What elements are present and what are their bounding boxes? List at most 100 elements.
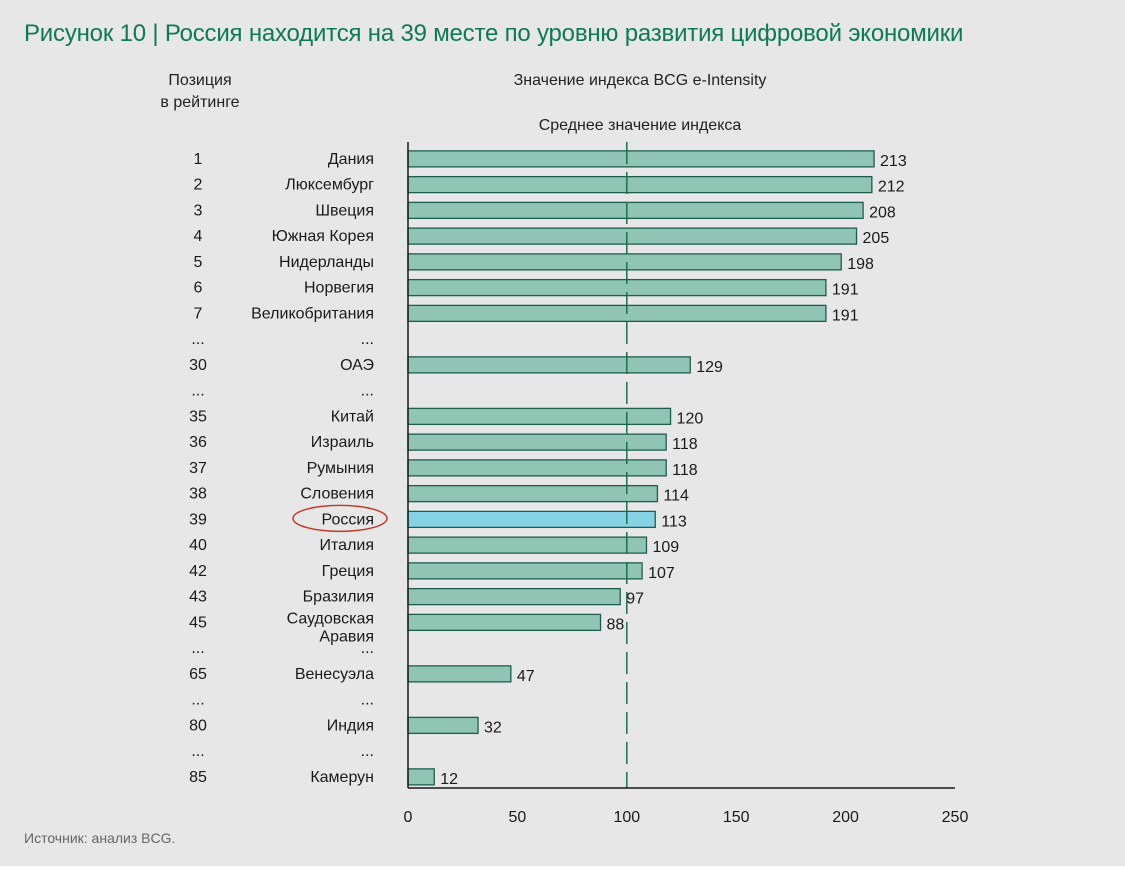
position-header-line-1: Позиция bbox=[168, 72, 232, 89]
bar bbox=[407, 562, 643, 580]
rank-label: 30 bbox=[189, 357, 207, 374]
value-label: 118 bbox=[672, 462, 698, 479]
rank-label: 36 bbox=[189, 434, 207, 451]
country-label: Италия bbox=[320, 537, 374, 554]
bar bbox=[407, 510, 656, 529]
country-label: ... bbox=[361, 331, 374, 348]
bar bbox=[407, 587, 621, 606]
bar bbox=[407, 253, 842, 271]
bar bbox=[407, 356, 691, 374]
country-label: ... bbox=[361, 743, 374, 760]
rank-label: 85 bbox=[189, 769, 207, 786]
rank-label: 38 bbox=[189, 486, 207, 503]
country-label: Люксембург bbox=[285, 177, 374, 194]
bar bbox=[407, 716, 479, 735]
value-label: 107 bbox=[648, 565, 675, 582]
rank-label: 39 bbox=[189, 511, 207, 528]
value-label: 12 bbox=[440, 771, 458, 788]
country-label: ОАЭ bbox=[340, 357, 374, 374]
x-tick-label: 0 bbox=[404, 809, 413, 826]
country-label: ... bbox=[361, 640, 374, 657]
bar bbox=[407, 150, 875, 168]
rank-label: 45 bbox=[189, 614, 207, 631]
rank-label: 4 bbox=[194, 228, 203, 245]
country-label: Греция bbox=[322, 563, 374, 580]
value-label: 88 bbox=[607, 616, 625, 633]
rank-label: 1 bbox=[194, 151, 203, 168]
rank-label: 2 bbox=[194, 177, 203, 194]
rank-label: 7 bbox=[194, 305, 203, 322]
rank-label: ... bbox=[191, 383, 204, 400]
value-label: 213 bbox=[880, 153, 907, 170]
x-tick-label: 250 bbox=[942, 809, 969, 826]
bar bbox=[407, 304, 827, 323]
average-label: Среднее значение индекса bbox=[538, 117, 742, 134]
country-label: Великобритания bbox=[251, 305, 374, 322]
country-label: Норвегия bbox=[304, 280, 374, 297]
country-label: Румыния bbox=[307, 460, 374, 477]
bar bbox=[407, 175, 873, 194]
bar bbox=[407, 665, 512, 683]
value-label: 212 bbox=[878, 179, 905, 196]
country-label: Бразилия bbox=[303, 589, 374, 606]
rank-label: 5 bbox=[194, 254, 203, 271]
country-label: Аравия bbox=[319, 628, 374, 645]
bar bbox=[407, 227, 858, 245]
value-label: 208 bbox=[869, 204, 896, 221]
position-header-line-2: в рейтинге bbox=[160, 94, 240, 111]
rank-label: 65 bbox=[189, 666, 207, 683]
value-label: 118 bbox=[672, 436, 698, 453]
bar bbox=[407, 201, 864, 220]
value-label: 32 bbox=[484, 719, 502, 736]
rank-label: ... bbox=[191, 743, 204, 760]
rank-label: 35 bbox=[189, 408, 207, 425]
country-label: Израиль bbox=[311, 434, 374, 451]
rank-label: 80 bbox=[189, 717, 207, 734]
value-label: 114 bbox=[663, 488, 689, 505]
rank-label: 43 bbox=[189, 589, 207, 606]
rank-label: 37 bbox=[189, 460, 207, 477]
country-label: Саудовская bbox=[287, 610, 374, 627]
rank-label: 3 bbox=[194, 202, 203, 219]
country-label: Нидерланды bbox=[279, 254, 374, 271]
x-tick-label: 150 bbox=[723, 809, 750, 826]
rank-label: 40 bbox=[189, 537, 207, 554]
value-label: 205 bbox=[863, 230, 890, 247]
x-tick-label: 100 bbox=[613, 809, 640, 826]
value-label: 191 bbox=[832, 282, 859, 299]
x-tick-label: 50 bbox=[509, 809, 527, 826]
bar bbox=[407, 613, 602, 632]
country-label: Швеция bbox=[315, 202, 374, 219]
country-label: ... bbox=[361, 383, 374, 400]
value-label: 198 bbox=[847, 256, 874, 273]
position-header: Позиция в рейтинге bbox=[135, 70, 265, 114]
value-label: 97 bbox=[626, 591, 644, 608]
country-label: Китай bbox=[331, 408, 374, 425]
country-label: Камерун bbox=[310, 769, 374, 786]
value-label: 129 bbox=[696, 359, 723, 376]
rank-label: ... bbox=[191, 331, 204, 348]
value-label: 109 bbox=[652, 539, 679, 556]
source-note: Источник: анализ BCG. bbox=[24, 830, 176, 846]
rank-label: ... bbox=[191, 692, 204, 709]
value-header: Значение индекса BCG e-Intensity bbox=[513, 72, 767, 89]
rank-label: ... bbox=[191, 640, 204, 657]
chart-title: Рисунок 10 | Россия находится на 39 мест… bbox=[24, 20, 964, 47]
country-label: Венесуэла bbox=[295, 666, 374, 683]
x-tick-label: 200 bbox=[832, 809, 859, 826]
rank-label: 42 bbox=[189, 563, 207, 580]
bar bbox=[407, 768, 435, 786]
bar bbox=[407, 484, 659, 503]
rank-label: 6 bbox=[194, 280, 203, 297]
bar bbox=[407, 278, 827, 297]
value-label: 47 bbox=[517, 668, 535, 685]
value-label: 191 bbox=[832, 307, 859, 324]
country-label: Дания bbox=[328, 151, 374, 168]
bar bbox=[407, 536, 648, 554]
value-label: 120 bbox=[677, 410, 704, 427]
country-label: Южная Корея bbox=[272, 228, 374, 245]
country-label: Словения bbox=[300, 486, 374, 503]
value-label: 113 bbox=[661, 513, 687, 530]
